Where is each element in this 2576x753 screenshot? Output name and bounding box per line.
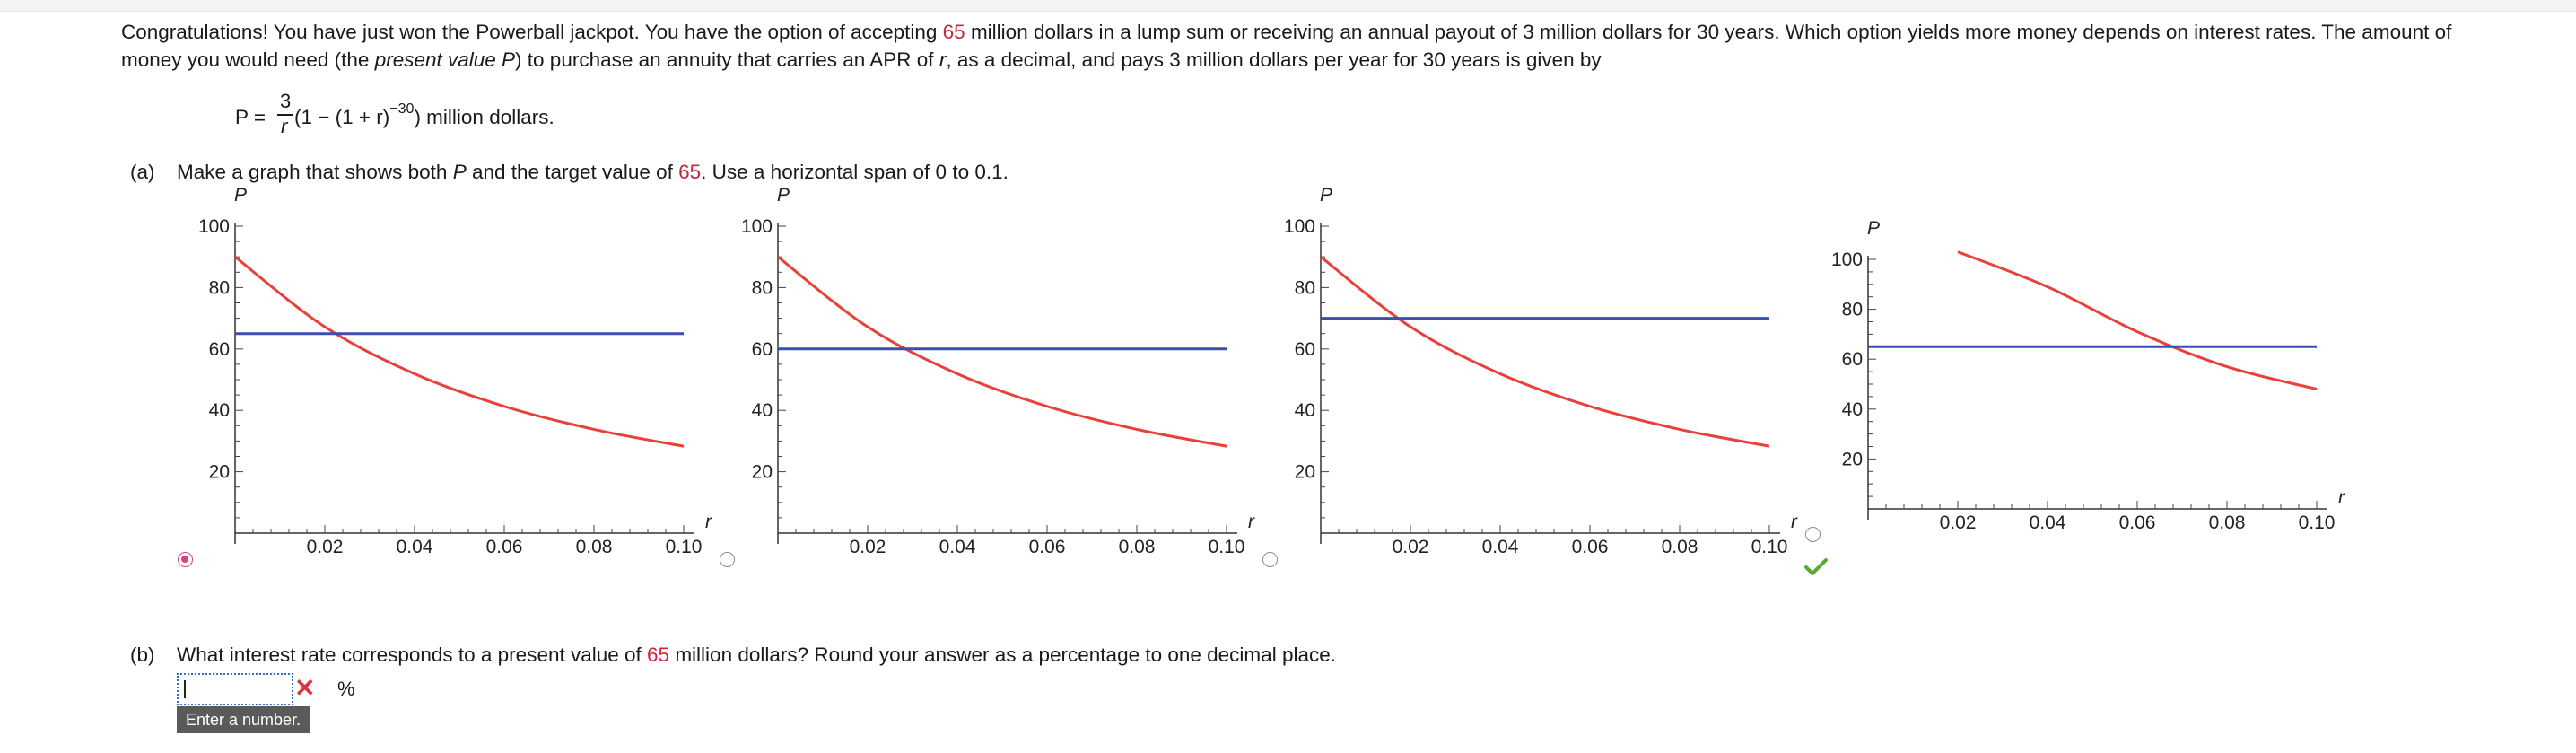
formula-numerator: 3 [280,90,292,112]
x-tick-label: 0.06 [2119,512,2156,533]
x-axis-label: r [705,512,712,532]
part-a-label: (a) [130,161,155,183]
y-tick-label: 80 [209,277,230,298]
present-value-term: present value P [374,48,516,71]
x-tick-label: 0.08 [576,537,613,557]
radio-graph-option-1[interactable] [178,552,193,567]
intro-text-3: ) to purchase an annuity that carries an… [515,48,939,71]
y-tick-label: 40 [752,400,773,421]
fraction-bar [277,114,293,116]
part-a-text-1: Make a graph that shows both [177,161,453,183]
x-tick-label: 0.04 [397,537,433,557]
y-axis-label: P [1320,185,1332,206]
y-tick-label: 60 [1295,339,1315,360]
part-a-p: P [452,161,467,183]
percent-unit: % [337,678,355,700]
y-tick-label: 100 [198,216,230,237]
x-tick-label: 0.10 [666,537,703,557]
graph-option-4: 20 40 60 80 100 0.02 0.04 0.06 0.08 0.10 Pr [1831,218,2345,533]
input-hint-tooltip: Enter a number. [177,706,310,733]
y-tick-label: 100 [741,216,773,237]
formula-lhs: P = [235,106,266,128]
interest-rate-input[interactable] [177,673,293,705]
graph-option-1: 20 40 60 80 100 0.02 0.04 0.06 0.08 0.10 Pr [198,185,712,557]
x-tick-label: 0.08 [1662,537,1698,557]
intro-text-4: , as a decimal, and pays 3 million dolla… [946,48,1602,71]
x-tick-label: 0.06 [1029,537,1066,557]
y-tick-label: 80 [1295,277,1315,298]
x-tick-label: 0.04 [939,537,976,557]
y-tick-label: 40 [209,400,230,421]
graph-option-3: 20 40 60 80 100 0.02 0.04 0.06 0.08 0.10 Pr [1284,185,1798,557]
y-tick-label: 60 [752,339,773,360]
y-tick-label: 60 [1842,349,1863,370]
x-tick-label: 0.10 [1209,537,1245,557]
y-tick-label: 100 [1831,250,1863,270]
y-axis-label: P [1867,218,1880,239]
y-tick-label: 20 [1295,462,1315,483]
part-b-target: 65 [647,644,670,666]
x-tick-label: 0.06 [1572,537,1609,557]
y-tick-label: 40 [1842,399,1863,420]
y-axis-label: P [234,185,247,206]
x-tick-label: 0.06 [486,537,523,557]
x-axis-label: r [2338,487,2345,508]
intro-text-2: million dollars in a lump sum or receivi… [121,21,2452,71]
y-tick-label: 60 [209,339,230,360]
x-tick-label: 0.02 [1940,512,1977,533]
formula-body: (1 − (1 + r)−30) million dollars. [294,101,554,128]
x-tick-label: 0.10 [1751,537,1788,557]
part-b-label: (b) [130,644,155,666]
part-a-text-2: and the target value of [466,161,679,183]
radio-graph-option-3[interactable] [1262,552,1278,567]
part-b-text-1: What interest rate corresponds to a pres… [177,644,648,666]
correct-check-icon [1804,558,1828,575]
y-axis-label: P [777,185,790,206]
x-tick-label: 0.08 [1119,537,1156,557]
x-tick-label: 0.08 [2209,512,2246,533]
x-axis-label: r [1248,512,1255,532]
part-b-question: (b) What interest rate corresponds to a p… [130,644,1336,667]
graph-option-2: 20 40 60 80 100 0.02 0.04 0.06 0.08 0.10 Pr [741,185,1255,557]
y-tick-label: 80 [1842,300,1863,320]
x-tick-label: 0.02 [850,537,886,557]
x-tick-label: 0.04 [1482,537,1519,557]
intro-text-1: Congratulations! You have just won the P… [121,21,943,43]
formula-denominator: r [281,115,288,137]
radio-graph-option-4[interactable] [1805,527,1821,542]
incorrect-x-icon: ✕ [294,674,316,702]
part-a-question: (a) Make a graph that shows both P and th… [130,161,1009,184]
x-axis-label: r [1791,512,1798,532]
x-tick-label: 0.02 [307,537,344,557]
part-a-text-3: . Use a horizontal span of 0 to 0.1. [701,161,1009,183]
formula-exponent: −30 [389,101,415,117]
y-tick-label: 100 [1284,216,1315,237]
x-tick-label: 0.02 [1393,537,1429,557]
y-tick-label: 20 [209,462,230,483]
x-tick-label: 0.10 [2299,512,2336,533]
present-value-curve [235,256,685,448]
present-value-curve [1957,250,2318,391]
top-toolbar-edge [0,0,2576,12]
present-value-curve [1321,256,1770,448]
y-tick-label: 80 [752,277,773,298]
part-b-text-2: million dollars? Round your answer as a … [669,644,1336,666]
y-tick-label: 20 [752,462,773,483]
x-tick-label: 0.04 [2030,512,2066,533]
y-tick-label: 20 [1842,449,1863,469]
y-tick-label: 40 [1295,400,1315,421]
text-caret [184,680,186,698]
present-value-curve [778,256,1227,448]
part-a-target: 65 [678,161,702,183]
problem-statement: Congratulations! You have just won the P… [121,18,2508,74]
rate-variable: r [939,48,947,71]
radio-graph-option-2[interactable] [720,552,735,567]
lump-sum-value: 65 [942,21,965,43]
